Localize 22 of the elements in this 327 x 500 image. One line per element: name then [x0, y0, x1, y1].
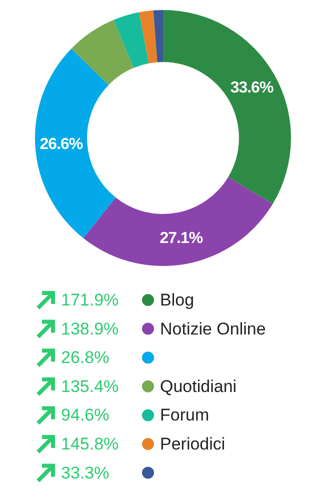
text: 145.8%: [61, 434, 119, 454]
legend-label: Notizie Online: [160, 319, 266, 338]
donut-slice: [114, 12, 149, 68]
text: 94.6%: [61, 406, 110, 425]
text: 138.9%: [61, 319, 119, 338]
data-label: 27.1%: [160, 230, 203, 247]
legend-label: Forum: [160, 406, 210, 425]
text: 26.8%: [61, 348, 110, 368]
text: 171.9%: [61, 290, 119, 310]
donut-slice: [71, 20, 134, 85]
data-label: 33.6%: [230, 79, 274, 96]
legend-label: Quotidiani: [160, 376, 237, 396]
donut-slice: [163, 10, 291, 204]
text: 135.4%: [61, 376, 119, 396]
donut-slice: [139, 10, 158, 64]
text: 33.3%: [61, 463, 110, 482]
donut-slice: [153, 10, 163, 62]
legend-label: Periodici: [160, 434, 226, 454]
donut-slice: [83, 177, 273, 266]
donut-slice: [35, 48, 116, 238]
legend-label: Blog: [160, 290, 194, 310]
data-label: 26.6%: [40, 136, 83, 153]
